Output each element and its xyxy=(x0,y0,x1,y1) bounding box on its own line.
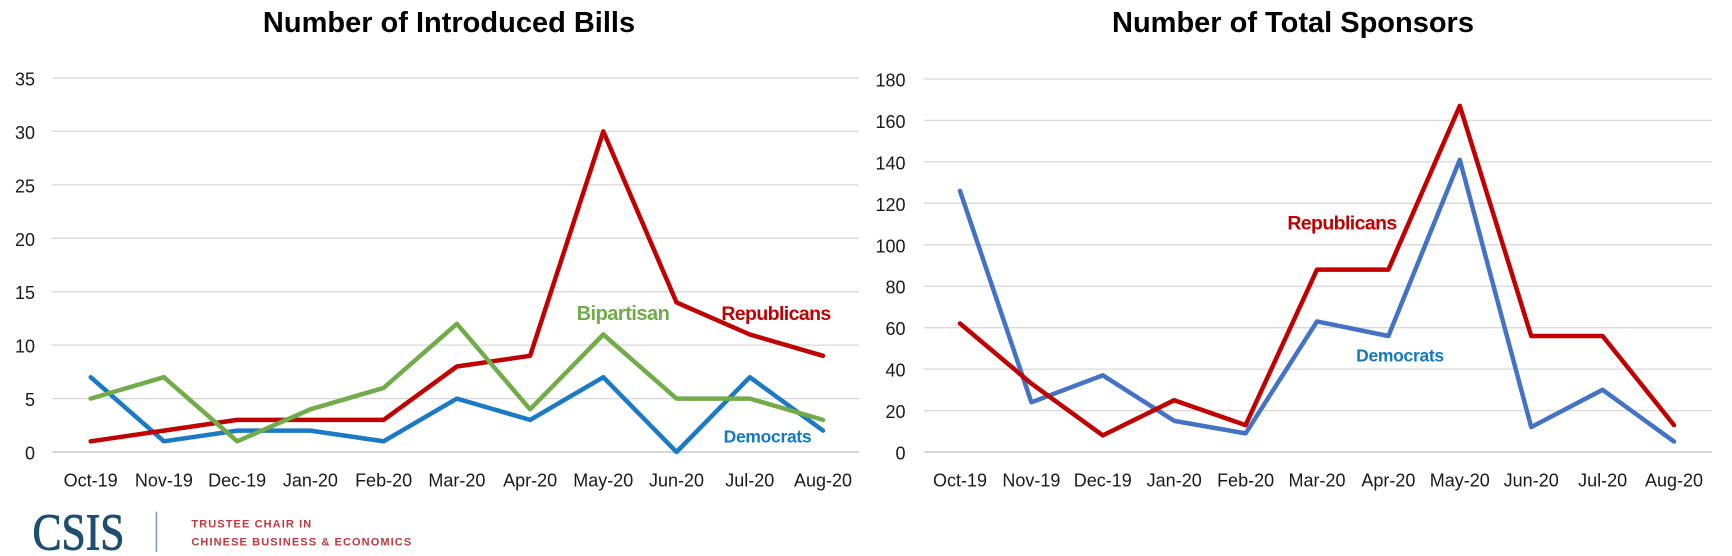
svg-text:0: 0 xyxy=(25,444,35,464)
svg-text:Dec-19: Dec-19 xyxy=(1074,471,1132,491)
svg-text:Jan-20: Jan-20 xyxy=(1147,471,1202,491)
svg-text:20: 20 xyxy=(15,230,35,250)
svg-text:Democrats: Democrats xyxy=(724,427,812,447)
svg-text:40: 40 xyxy=(885,361,905,381)
svg-text:180: 180 xyxy=(875,71,905,91)
svg-text:May-20: May-20 xyxy=(1430,471,1490,491)
svg-text:160: 160 xyxy=(875,112,905,132)
svg-text:May-20: May-20 xyxy=(573,471,633,491)
svg-text:TRUSTEE CHAIR IN: TRUSTEE CHAIR IN xyxy=(191,518,312,530)
svg-text:Mar-20: Mar-20 xyxy=(428,471,485,491)
svg-text:Aug-20: Aug-20 xyxy=(1645,471,1703,491)
svg-text:CSIS: CSIS xyxy=(33,504,125,556)
svg-text:Oct-19: Oct-19 xyxy=(933,471,987,491)
svg-text:Oct-19: Oct-19 xyxy=(64,471,118,491)
svg-text:Dec-19: Dec-19 xyxy=(208,471,266,491)
svg-text:100: 100 xyxy=(875,236,905,256)
svg-text:Jun-20: Jun-20 xyxy=(649,471,704,491)
svg-text:Bipartisan: Bipartisan xyxy=(577,303,670,325)
svg-text:25: 25 xyxy=(15,176,35,196)
svg-text:0: 0 xyxy=(895,444,905,464)
svg-text:Nov-19: Nov-19 xyxy=(1002,471,1060,491)
svg-text:CHINESE BUSINESS & ECONOMICS: CHINESE BUSINESS & ECONOMICS xyxy=(191,537,412,549)
svg-text:120: 120 xyxy=(875,195,905,215)
svg-text:80: 80 xyxy=(885,278,905,298)
svg-text:60: 60 xyxy=(885,319,905,339)
svg-text:Number of Total Sponsors: Number of Total Sponsors xyxy=(1112,7,1474,39)
svg-text:Nov-19: Nov-19 xyxy=(135,471,193,491)
svg-text:20: 20 xyxy=(885,402,905,422)
svg-text:Jan-20: Jan-20 xyxy=(283,471,338,491)
svg-text:15: 15 xyxy=(15,283,35,303)
svg-text:Republicans: Republicans xyxy=(721,303,831,325)
svg-text:Jun-20: Jun-20 xyxy=(1504,471,1559,491)
svg-text:Feb-20: Feb-20 xyxy=(355,471,412,491)
svg-text:Republicans: Republicans xyxy=(1287,213,1397,235)
svg-text:10: 10 xyxy=(15,337,35,357)
svg-text:Aug-20: Aug-20 xyxy=(794,471,852,491)
svg-text:Jul-20: Jul-20 xyxy=(1578,471,1627,491)
svg-text:Democrats: Democrats xyxy=(1356,346,1444,366)
svg-text:Apr-20: Apr-20 xyxy=(503,471,557,491)
svg-text:Number of Introduced Bills: Number of Introduced Bills xyxy=(263,7,635,39)
svg-text:Jul-20: Jul-20 xyxy=(725,471,774,491)
svg-text:Mar-20: Mar-20 xyxy=(1288,471,1345,491)
svg-text:Apr-20: Apr-20 xyxy=(1361,471,1415,491)
svg-text:35: 35 xyxy=(15,70,35,90)
svg-text:30: 30 xyxy=(15,123,35,143)
svg-text:Feb-20: Feb-20 xyxy=(1217,471,1274,491)
svg-text:5: 5 xyxy=(25,390,35,410)
svg-text:140: 140 xyxy=(875,153,905,173)
